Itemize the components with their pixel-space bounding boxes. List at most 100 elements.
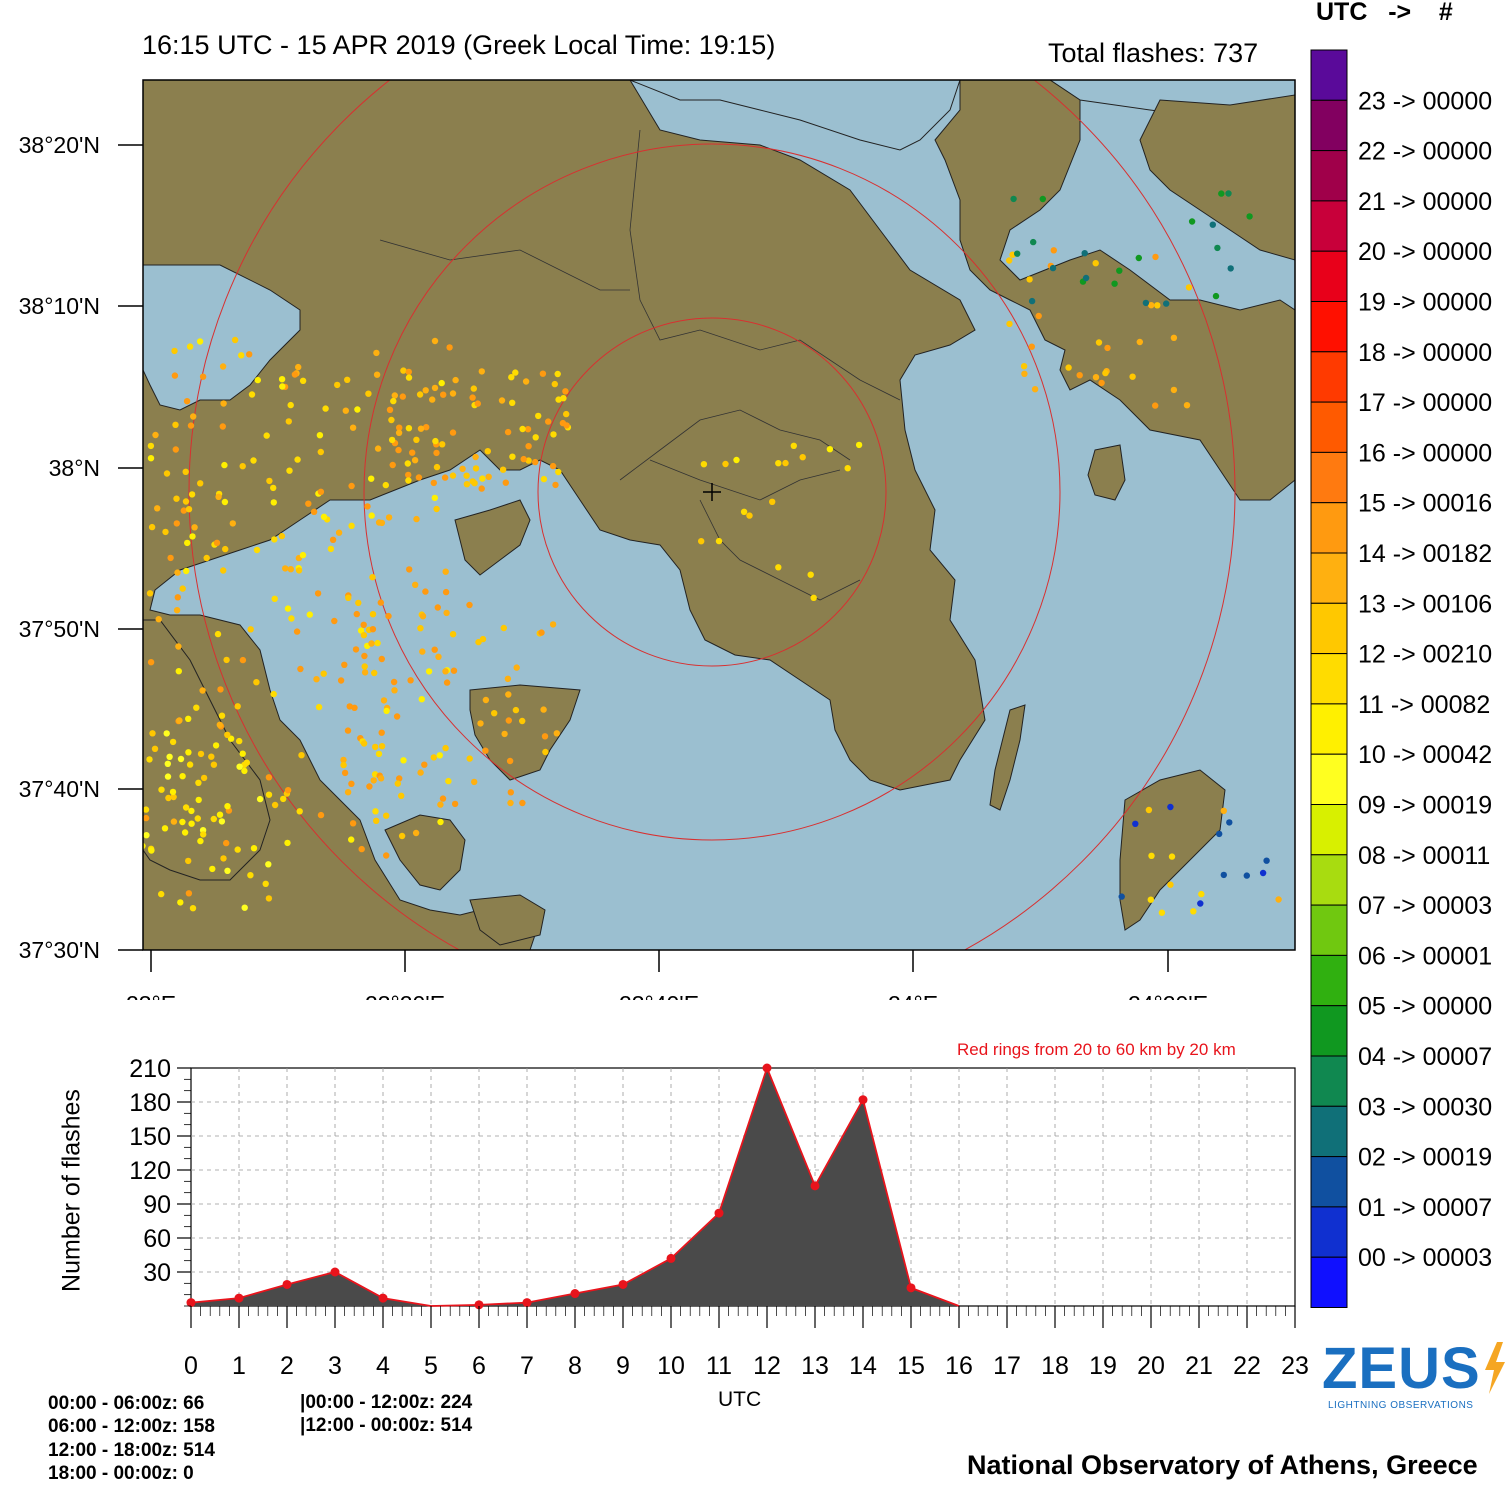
flash-dot bbox=[466, 755, 473, 762]
flash-dot bbox=[463, 472, 470, 479]
legend-label: 15 -> 00016 bbox=[1358, 490, 1492, 518]
flash-dot bbox=[179, 585, 186, 592]
flash-dot bbox=[412, 829, 420, 837]
flash-dot bbox=[241, 904, 248, 911]
flash-dot bbox=[1185, 284, 1193, 291]
flash-dot bbox=[419, 648, 426, 655]
flash-dot bbox=[183, 398, 191, 405]
x-tick-label: 2 bbox=[280, 1352, 294, 1380]
flash-dot bbox=[246, 351, 253, 358]
flash-dot bbox=[1218, 190, 1225, 197]
flash-dot bbox=[1098, 379, 1105, 387]
flash-dot bbox=[1076, 372, 1083, 379]
flash-dot bbox=[196, 338, 204, 345]
flash-dot bbox=[191, 524, 198, 531]
x-axis-label: UTC bbox=[718, 1388, 762, 1411]
flash-dot bbox=[1111, 280, 1118, 287]
center-cross bbox=[703, 483, 721, 501]
flash-dot bbox=[475, 638, 482, 646]
flash-dot bbox=[222, 545, 229, 553]
flash-dot bbox=[1243, 872, 1251, 879]
flash-dot bbox=[433, 505, 440, 513]
flash-dot bbox=[143, 814, 150, 822]
flash-dot bbox=[352, 646, 360, 653]
flash-dot bbox=[361, 652, 368, 660]
flash-dot bbox=[373, 371, 381, 378]
flash-dot bbox=[345, 594, 352, 601]
flash-dot bbox=[234, 703, 241, 710]
x-tick-label: 12 bbox=[753, 1352, 781, 1380]
flash-dot bbox=[349, 820, 357, 827]
flash-dot bbox=[413, 436, 420, 443]
flash-dot bbox=[372, 808, 379, 815]
flash-dot bbox=[1028, 343, 1036, 350]
flash-dot bbox=[1216, 830, 1223, 838]
flash-dot bbox=[348, 482, 355, 490]
histogram-point bbox=[282, 1279, 292, 1289]
legend-swatch bbox=[1310, 351, 1348, 403]
flash-dot bbox=[369, 626, 377, 633]
lat-label: 38°20'N bbox=[19, 132, 100, 158]
flash-dot bbox=[173, 520, 180, 527]
flash-dot bbox=[218, 818, 226, 825]
legend-label: 03 -> 00030 bbox=[1358, 1093, 1492, 1121]
flash-dot bbox=[239, 656, 247, 664]
flash-dot bbox=[520, 455, 527, 463]
flash-dot bbox=[479, 475, 486, 482]
flash-dot bbox=[155, 616, 162, 623]
flash-dot bbox=[412, 581, 419, 588]
flash-dot bbox=[294, 456, 301, 463]
flash-dot bbox=[418, 696, 425, 703]
x-tick-label: 6 bbox=[472, 1352, 486, 1380]
legend-label: 10 -> 00042 bbox=[1358, 741, 1492, 769]
flash-dot bbox=[450, 667, 458, 674]
flash-dot bbox=[340, 756, 347, 764]
flash-dot bbox=[368, 475, 375, 482]
flash-dot bbox=[327, 545, 335, 553]
flash-dot bbox=[200, 774, 208, 782]
flash-dot bbox=[218, 712, 226, 719]
flash-dot bbox=[522, 378, 530, 385]
flash-dot bbox=[1212, 292, 1220, 300]
flash-dot bbox=[224, 867, 231, 874]
flash-dot bbox=[1092, 260, 1099, 267]
flash-dot bbox=[1095, 339, 1103, 346]
legend-label: 13 -> 00106 bbox=[1358, 590, 1492, 618]
flash-dot bbox=[484, 448, 491, 455]
flash-dot bbox=[172, 421, 179, 428]
x-tick-label: 18 bbox=[1041, 1352, 1069, 1380]
flash-dot bbox=[236, 737, 243, 745]
land-east-edge bbox=[1139, 94, 1295, 261]
histogram-area bbox=[191, 1068, 1295, 1306]
flash-dot bbox=[147, 659, 155, 666]
histogram-point bbox=[186, 1298, 196, 1308]
flash-dot bbox=[442, 744, 449, 752]
flash-dot bbox=[525, 443, 532, 450]
flash-dot bbox=[431, 384, 439, 392]
flash-dot bbox=[314, 590, 322, 597]
flash-dot bbox=[361, 663, 368, 670]
y-tick-label: 210 bbox=[129, 1055, 171, 1083]
legend-label: 08 -> 00011 bbox=[1358, 842, 1490, 870]
legend-swatch bbox=[1310, 1256, 1348, 1308]
distance-rings bbox=[188, 80, 1236, 950]
flash-dot bbox=[844, 465, 851, 472]
flash-dot bbox=[286, 467, 293, 474]
flash-dot bbox=[174, 569, 181, 576]
flash-dot bbox=[337, 677, 345, 684]
flash-dot bbox=[541, 733, 549, 740]
flash-dot bbox=[234, 846, 241, 853]
flash-dot bbox=[439, 441, 446, 448]
flash-dot bbox=[1026, 276, 1033, 283]
flash-dot bbox=[855, 441, 863, 449]
flash-dot bbox=[238, 352, 245, 359]
flash-dot bbox=[1158, 909, 1166, 916]
flash-dot bbox=[451, 800, 459, 808]
flash-dot bbox=[769, 498, 776, 505]
flash-dot bbox=[466, 601, 473, 609]
flash-dot bbox=[329, 536, 337, 543]
lat-label: 38°N bbox=[49, 455, 100, 481]
histogram-point bbox=[618, 1279, 628, 1289]
flash-dot bbox=[223, 839, 230, 847]
flash-dot bbox=[538, 629, 545, 636]
